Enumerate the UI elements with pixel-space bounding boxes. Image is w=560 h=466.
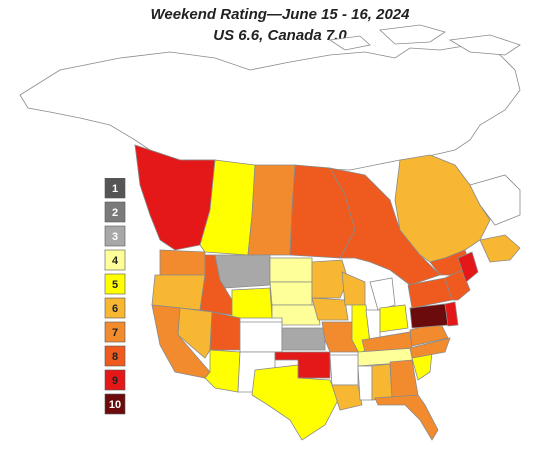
region-nevada	[177, 307, 213, 359]
region-alabama	[371, 363, 393, 401]
legend-label-4: 4	[112, 255, 119, 267]
region-bc-coast	[134, 144, 216, 251]
region-louisiana	[331, 384, 363, 411]
region-south-dakota	[269, 281, 313, 306]
legend: 1 2 3 4 5 6 7 8 9 10	[104, 178, 126, 415]
legend-label-6: 6	[112, 303, 118, 315]
region-arizona	[204, 349, 241, 393]
region-wyoming	[231, 287, 273, 319]
region-new-jersey	[444, 301, 459, 327]
region-north-dakota	[269, 257, 313, 283]
legend-swatch-10	[104, 393, 126, 415]
legend-swatch-1	[104, 178, 126, 199]
legend-swatch-7	[104, 321, 126, 343]
region-alaska-yukon-nwt	[19, 44, 521, 171]
region-wisconsin	[341, 271, 366, 306]
legend-label-7: 7	[112, 327, 118, 339]
map-subtitle: US 6.6, Canada 7.0	[213, 27, 347, 44]
region-colorado	[239, 321, 283, 353]
region-ohio	[379, 304, 409, 333]
region-montana	[214, 254, 271, 289]
legend-swatch-6	[104, 297, 126, 319]
region-saskatchewan	[247, 164, 296, 256]
region-arctic-island-3	[328, 35, 371, 51]
region-north-carolina	[409, 337, 451, 359]
legend-label-1: 1	[112, 183, 118, 195]
legend-label-3: 3	[112, 231, 118, 243]
region-ontario	[329, 167, 441, 286]
legend-swatch-3	[104, 225, 126, 247]
legend-label-2: 2	[112, 207, 118, 219]
map-title: Weekend Rating—June 15 - 16, 2024	[150, 6, 410, 23]
legend-swatch-8	[104, 345, 126, 367]
legend-swatch-2	[104, 201, 126, 223]
region-iowa	[311, 297, 349, 321]
legend-swatch-9	[104, 369, 126, 391]
region-maritimes	[479, 234, 521, 263]
region-labrador	[469, 174, 521, 226]
region-arctic-island-1	[379, 24, 446, 45]
legend-swatch-5	[104, 273, 126, 295]
region-kansas	[281, 327, 326, 351]
region-oregon	[151, 274, 206, 311]
region-maine	[457, 251, 479, 283]
legend-label-5: 5	[112, 279, 118, 291]
region-michigan	[369, 277, 396, 311]
region-mississippi	[357, 365, 373, 401]
region-quebec	[394, 154, 491, 263]
region-arkansas	[329, 354, 359, 386]
legend-swatch-4	[104, 249, 126, 271]
canada-north-outline	[19, 24, 521, 171]
region-arctic-island-2	[448, 34, 521, 56]
region-utah	[209, 311, 241, 351]
region-new-england	[444, 269, 471, 301]
region-washington	[159, 249, 206, 276]
legend-label-10: 10	[109, 399, 121, 411]
legend-label-9: 9	[112, 375, 118, 387]
legend-label-8: 8	[112, 351, 118, 363]
region-missouri	[321, 321, 359, 353]
region-florida	[374, 394, 439, 441]
region-texas	[251, 364, 339, 441]
